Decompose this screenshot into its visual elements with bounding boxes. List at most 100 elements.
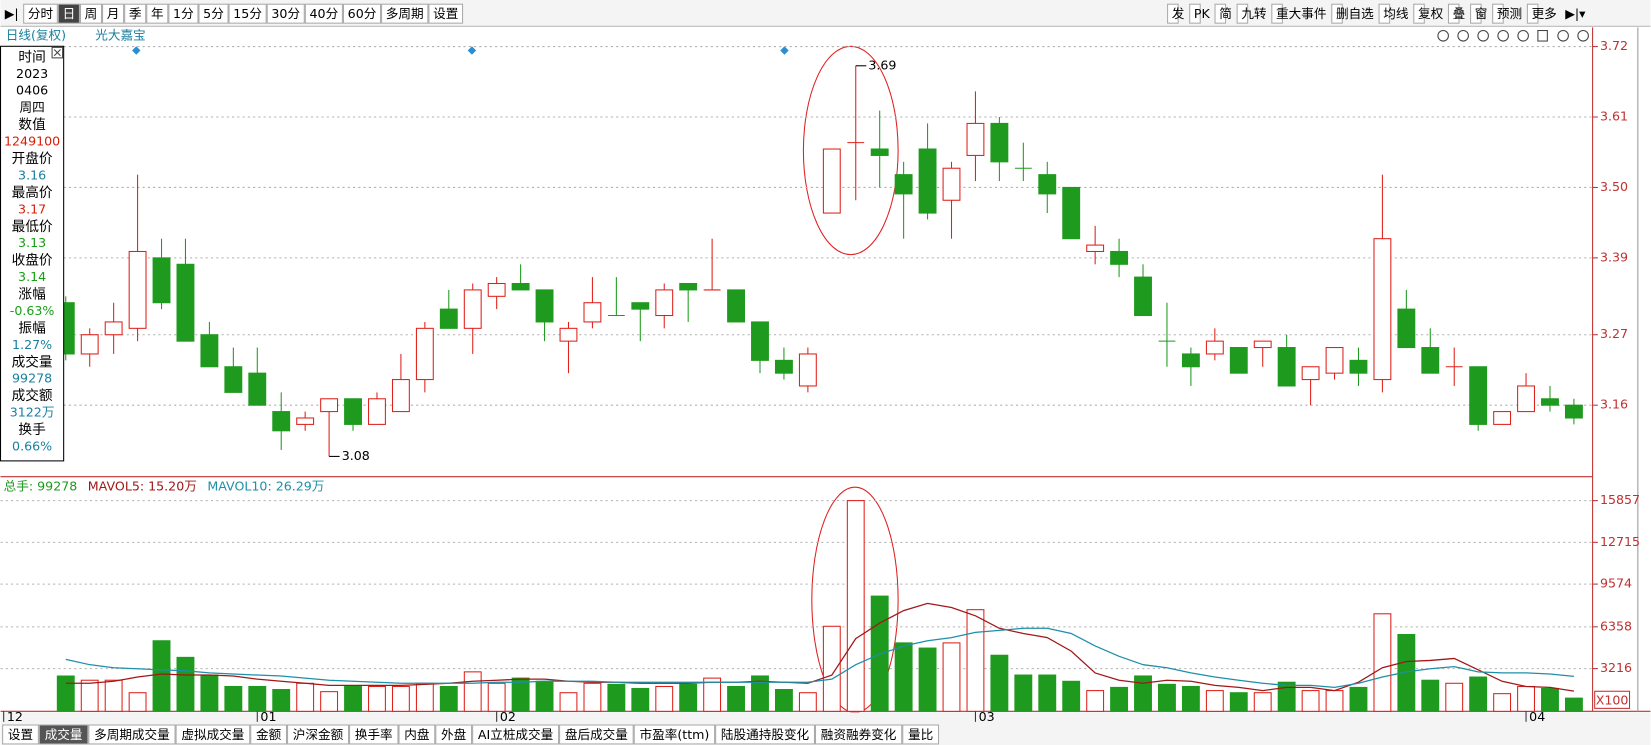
toolbar-button[interactable] [1167, 3, 1179, 24]
tab[interactable] [2, 724, 39, 745]
toolbar-label[interactable]: 设置 [433, 6, 458, 21]
tab-label[interactable]: 多周期成交量 [94, 727, 170, 742]
toolbar-button[interactable] [1214, 3, 1227, 24]
toolbar-label[interactable]: 重大事件 [1276, 6, 1326, 21]
tab-label[interactable]: 换手率 [355, 727, 393, 742]
toolbar-label[interactable]: PK [1194, 6, 1211, 21]
toolbar-button[interactable] [1331, 3, 1343, 24]
toolbar-button[interactable] [428, 3, 464, 24]
toolbar-label[interactable]: 60分 [348, 6, 377, 21]
icon[interactable] [1477, 29, 1489, 42]
toolbar-button[interactable] [1447, 3, 1460, 24]
toolbar-button[interactable] [1236, 3, 1249, 24]
toolbar-button[interactable] [266, 3, 305, 24]
toolbar-label[interactable]: 周 [85, 6, 98, 21]
tab-label[interactable]: AI立桩成交量 [478, 727, 554, 742]
toolbar-button[interactable] [1189, 3, 1201, 24]
toolbar-button[interactable] [102, 3, 125, 24]
tab[interactable] [472, 724, 560, 745]
tab[interactable] [287, 724, 350, 745]
toolbar-button[interactable] [1470, 3, 1482, 24]
event-marker[interactable] [132, 46, 141, 55]
toolbar-button[interactable] [381, 3, 429, 24]
toolbar-button[interactable] [1271, 3, 1283, 24]
toolbar-label[interactable]: 1分 [173, 6, 194, 21]
tab-label[interactable]: 外盘 [441, 727, 467, 742]
tab[interactable] [633, 724, 716, 745]
toolbar-icon[interactable]: ▶| [5, 6, 19, 21]
tab-label[interactable]: 沪深金额 [293, 727, 344, 742]
toolbar-button[interactable] [198, 3, 229, 24]
toolbar-button[interactable] [146, 3, 169, 24]
candle-body [1493, 411, 1512, 425]
tab-label[interactable]: 金额 [256, 727, 282, 742]
event-marker[interactable] [467, 46, 477, 55]
volume-bar [583, 682, 602, 712]
toolbar-label[interactable]: 预测 [1497, 6, 1522, 21]
toolbar-label[interactable]: 5分 [203, 6, 224, 21]
toolbar-button[interactable] [228, 3, 267, 24]
toolbar-label[interactable]: 叠 [1453, 6, 1466, 21]
toolbar-label[interactable]: 分时 [28, 6, 54, 21]
tab-label[interactable]: 虚拟成交量 [181, 727, 244, 742]
icon[interactable] [1437, 29, 1449, 42]
tab-label[interactable]: 陆股通持股变化 [721, 727, 810, 742]
toolbar-button[interactable] [342, 3, 382, 24]
toolbar-button[interactable] [168, 3, 199, 24]
tab[interactable] [175, 724, 251, 745]
tab[interactable] [559, 724, 634, 745]
tab-label[interactable]: 内盘 [404, 727, 430, 742]
volume-bar [607, 683, 626, 712]
icon[interactable] [1537, 29, 1548, 42]
toolbar-label[interactable]: 季 [129, 6, 142, 21]
icon[interactable] [1497, 29, 1509, 42]
toolbar-button[interactable] [57, 3, 80, 24]
y-tick-label: 3.39 [1600, 249, 1628, 264]
toolbar-button[interactable] [1492, 3, 1504, 24]
icon[interactable] [1557, 29, 1569, 42]
tab[interactable] [250, 724, 288, 745]
toolbar-label[interactable]: 多周期 [386, 6, 424, 21]
toolbar-button[interactable] [79, 3, 103, 24]
tab-label[interactable]: 市盈率(ttm) [639, 727, 709, 742]
toolbar-button[interactable] [304, 3, 343, 24]
toolbar-label[interactable]: 月 [107, 6, 120, 21]
tab[interactable] [902, 724, 940, 745]
icon[interactable] [1577, 29, 1589, 42]
tab[interactable] [349, 724, 399, 745]
tab[interactable] [398, 724, 436, 745]
toolbar-label[interactable]: 均线 [1383, 6, 1409, 21]
toolbar-label[interactable]: 删自选 [1336, 6, 1374, 21]
candle-body [439, 308, 458, 329]
tab-label[interactable]: 成交量 [45, 727, 83, 742]
toolbar-icon[interactable]: ▶|▾ [1565, 6, 1586, 21]
tab[interactable] [715, 724, 815, 745]
toolbar-button[interactable] [1526, 3, 1539, 24]
toolbar-label[interactable]: 简 [1219, 6, 1232, 21]
icon[interactable] [1517, 29, 1529, 42]
tab-label[interactable]: 盘后成交量 [565, 727, 628, 742]
icon[interactable] [1457, 29, 1469, 42]
tab[interactable] [38, 724, 89, 745]
tab[interactable] [814, 724, 903, 745]
tab[interactable] [88, 724, 176, 745]
toolbar-button[interactable] [1413, 3, 1425, 24]
tab[interactable] [435, 724, 473, 745]
toolbar-label[interactable]: 发 [1172, 6, 1185, 21]
toolbar-label[interactable]: 年 [151, 6, 164, 21]
toolbar-label[interactable]: 15分 [233, 6, 262, 21]
toolbar-button[interactable] [1378, 3, 1391, 24]
toolbar-button[interactable] [124, 3, 147, 24]
tab-label[interactable]: 设置 [8, 727, 33, 742]
toolbar-label[interactable]: 复权 [1418, 6, 1444, 21]
toolbar-label[interactable]: 九转 [1241, 6, 1267, 21]
close-icon[interactable] [53, 49, 61, 57]
tab-label[interactable]: 量比 [908, 727, 933, 742]
toolbar-label[interactable]: 更多 [1532, 6, 1557, 21]
toolbar-label[interactable]: 30分 [271, 6, 300, 21]
tab-label[interactable]: 融资融券变化 [821, 727, 897, 742]
toolbar-button[interactable] [23, 3, 58, 24]
toolbar-label[interactable]: 日 [63, 6, 76, 21]
toolbar-label[interactable]: 窗 [1475, 6, 1488, 21]
toolbar-label[interactable]: 40分 [310, 6, 339, 21]
